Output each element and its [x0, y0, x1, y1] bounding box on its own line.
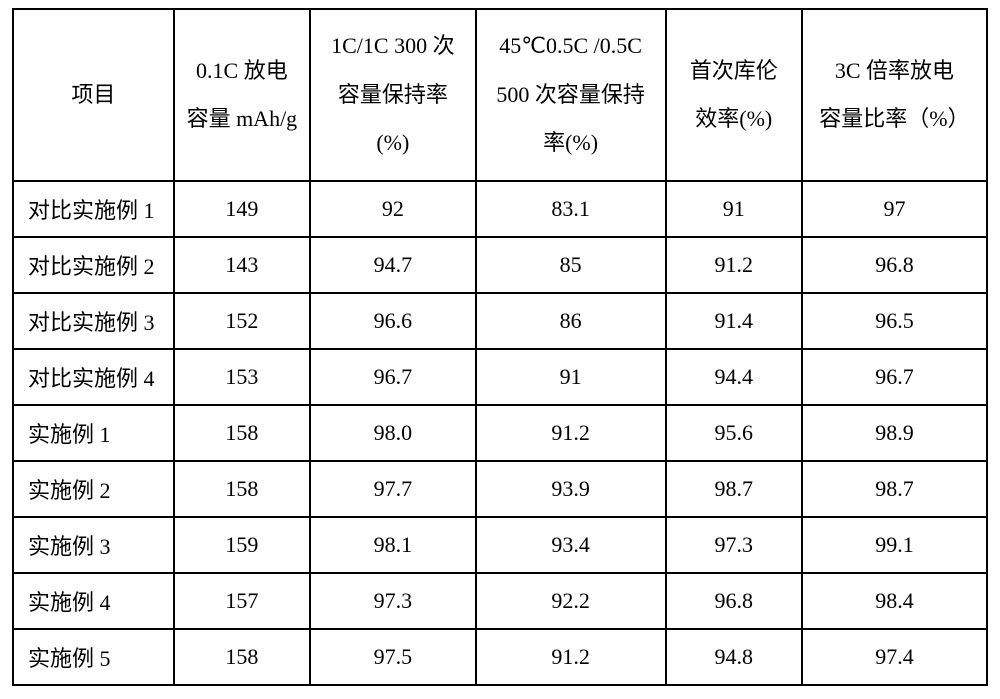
cell: 98.7	[666, 461, 802, 517]
row-label: 实施例 3	[13, 517, 174, 573]
table-row: 实施例 3 159 98.1 93.4 97.3 99.1	[13, 517, 987, 573]
row-label: 对比实施例 4	[13, 349, 174, 405]
cell: 91	[476, 349, 666, 405]
row-label: 对比实施例 1	[13, 181, 174, 237]
cell: 98.9	[802, 405, 987, 461]
cell: 95.6	[666, 405, 802, 461]
cell: 92	[310, 181, 476, 237]
cell: 97.7	[310, 461, 476, 517]
cell: 159	[174, 517, 310, 573]
row-label: 实施例 2	[13, 461, 174, 517]
table-row: 对比实施例 1 149 92 83.1 91 97	[13, 181, 987, 237]
cell: 157	[174, 573, 310, 629]
cell: 98.4	[802, 573, 987, 629]
table-row: 实施例 1 158 98.0 91.2 95.6 98.9	[13, 405, 987, 461]
cell: 92.2	[476, 573, 666, 629]
cell: 93.9	[476, 461, 666, 517]
table-row: 实施例 5 158 97.5 91.2 94.8 97.4	[13, 629, 987, 685]
table-row: 实施例 2 158 97.7 93.9 98.7 98.7	[13, 461, 987, 517]
cell: 97.4	[802, 629, 987, 685]
cell: 158	[174, 405, 310, 461]
cell: 91.2	[476, 629, 666, 685]
col-header-c2: 1C/1C 300 次容量保持率(%)	[310, 9, 476, 181]
cell: 96.7	[310, 349, 476, 405]
cell: 158	[174, 461, 310, 517]
cell: 98.7	[802, 461, 987, 517]
table-container: 项目 0.1C 放电容量 mAh/g 1C/1C 300 次容量保持率(%) 4…	[0, 0, 1000, 699]
row-label: 实施例 1	[13, 405, 174, 461]
cell: 96.8	[666, 573, 802, 629]
cell: 91.2	[666, 237, 802, 293]
cell: 152	[174, 293, 310, 349]
cell: 153	[174, 349, 310, 405]
col-header-label: 项目	[13, 9, 174, 181]
cell: 99.1	[802, 517, 987, 573]
col-header-c5: 3C 倍率放电容量比率（%）	[802, 9, 987, 181]
cell: 97.5	[310, 629, 476, 685]
cell: 83.1	[476, 181, 666, 237]
cell: 91.2	[476, 405, 666, 461]
row-label: 实施例 4	[13, 573, 174, 629]
cell: 85	[476, 237, 666, 293]
row-label: 对比实施例 3	[13, 293, 174, 349]
cell: 96.8	[802, 237, 987, 293]
table-header-row: 项目 0.1C 放电容量 mAh/g 1C/1C 300 次容量保持率(%) 4…	[13, 9, 987, 181]
cell: 97.3	[666, 517, 802, 573]
cell: 149	[174, 181, 310, 237]
cell: 96.5	[802, 293, 987, 349]
cell: 94.4	[666, 349, 802, 405]
col-header-c4: 首次库伦效率(%)	[666, 9, 802, 181]
cell: 97.3	[310, 573, 476, 629]
col-header-c3: 45℃0.5C /0.5C500 次容量保持率(%)	[476, 9, 666, 181]
cell: 96.7	[802, 349, 987, 405]
cell: 97	[802, 181, 987, 237]
cell: 91	[666, 181, 802, 237]
cell: 91.4	[666, 293, 802, 349]
row-label: 对比实施例 2	[13, 237, 174, 293]
cell: 96.6	[310, 293, 476, 349]
row-label: 实施例 5	[13, 629, 174, 685]
cell: 94.8	[666, 629, 802, 685]
table-row: 对比实施例 3 152 96.6 86 91.4 96.5	[13, 293, 987, 349]
cell: 98.1	[310, 517, 476, 573]
cell: 94.7	[310, 237, 476, 293]
cell: 98.0	[310, 405, 476, 461]
cell: 86	[476, 293, 666, 349]
table-row: 对比实施例 4 153 96.7 91 94.4 96.7	[13, 349, 987, 405]
table-row: 实施例 4 157 97.3 92.2 96.8 98.4	[13, 573, 987, 629]
cell: 158	[174, 629, 310, 685]
data-table: 项目 0.1C 放电容量 mAh/g 1C/1C 300 次容量保持率(%) 4…	[12, 8, 988, 686]
cell: 143	[174, 237, 310, 293]
cell: 93.4	[476, 517, 666, 573]
table-row: 对比实施例 2 143 94.7 85 91.2 96.8	[13, 237, 987, 293]
col-header-c1: 0.1C 放电容量 mAh/g	[174, 9, 310, 181]
